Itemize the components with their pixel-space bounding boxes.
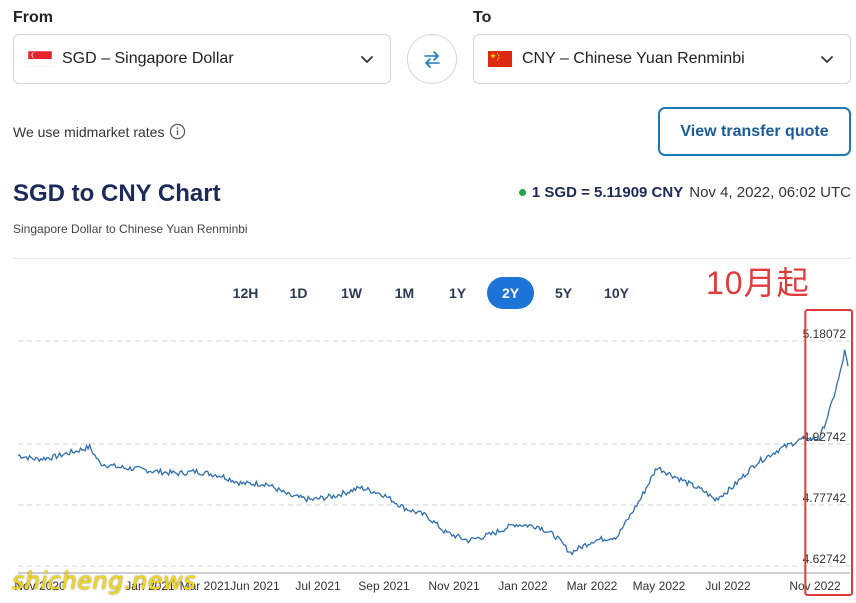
info-icon[interactable]	[169, 123, 186, 140]
from-currency-select[interactable]: SGD – Singapore Dollar	[13, 34, 391, 84]
range-button-1w[interactable]: 1W	[341, 285, 362, 301]
range-button-1d[interactable]: 1D	[289, 285, 308, 301]
range-button-1y[interactable]: 1Y	[448, 285, 467, 301]
divider	[13, 258, 851, 259]
live-dot-icon	[518, 189, 526, 196]
y-tick-labels: 5.18072 4.92742 4.77742 4.62742	[803, 327, 847, 566]
x-tick-label: Jan 2021	[125, 579, 175, 593]
annotation-label: 10月起	[706, 265, 810, 301]
y-tick-label: 4.92742	[803, 430, 847, 444]
rate-value: 1 SGD = 5.11909 CNY	[531, 184, 684, 201]
midmarket-text: We use midmarket rates	[13, 123, 165, 140]
time-range-selector: 12H 1D 1W 1M 1Y 2Y 5Y 10Y	[222, 277, 640, 309]
range-button-2y[interactable]: 2Y	[487, 277, 534, 309]
x-tick-label: Jul 2021	[295, 579, 341, 593]
chevron-down-icon	[821, 56, 833, 63]
from-label: From	[13, 9, 53, 26]
x-tick-label: Mar 2021	[180, 579, 231, 593]
swap-arrows-icon	[424, 51, 440, 68]
watermark: shicheng.news	[12, 567, 197, 595]
x-tick-label: Jul 2022	[705, 579, 751, 593]
china-flag-icon	[488, 51, 512, 67]
to-currency-value: CNY – Chinese Yuan Renminbi	[522, 50, 745, 67]
highlight-box	[804, 309, 854, 596]
series-line	[18, 349, 849, 556]
y-tick-label: 4.62742	[803, 552, 847, 566]
range-button-12h[interactable]: 12H	[232, 285, 259, 301]
chart-grid	[18, 340, 850, 567]
x-tick-label: May 2022	[633, 579, 686, 593]
chart-subtitle: Singapore Dollar to Chinese Yuan Renminb…	[13, 222, 248, 236]
to-currency-select[interactable]: CNY – Chinese Yuan Renminbi	[473, 34, 851, 84]
x-tick-labels: Nov 2020 Jan 2021 Mar 2021 Jun 2021 Jul 2021…	[14, 579, 841, 593]
x-tick-label: Jan 2022	[498, 579, 548, 593]
from-currency-value: SGD – Singapore Dollar	[62, 50, 234, 67]
rate-chart: 5.18072 4.92742 4.77742 4.62742 Nov 2020 Jan…	[14, 309, 854, 596]
range-button-10y[interactable]: 10Y	[604, 285, 629, 301]
rate-timestamp: Nov 4, 2022, 06:02 UTC	[689, 184, 851, 201]
range-button-1m[interactable]: 1M	[394, 285, 415, 301]
y-tick-label: 5.18072	[803, 327, 847, 341]
current-rate: 1 SGD = 5.11909 CNY Nov 4, 2022, 06:02 U…	[518, 184, 851, 201]
chevron-down-icon	[361, 56, 373, 63]
singapore-flag-icon	[28, 51, 52, 67]
x-tick-label: Nov 2020	[14, 579, 66, 593]
chart-title: SGD to CNY Chart	[13, 180, 221, 207]
y-tick-label: 4.77742	[803, 491, 847, 505]
range-button-5y[interactable]: 5Y	[554, 285, 573, 301]
x-tick-label: Sep 2021	[358, 579, 410, 593]
to-label: To	[473, 9, 492, 26]
x-tick-label: Mar 2022	[567, 579, 618, 593]
swap-currencies-button[interactable]	[407, 34, 457, 84]
x-tick-label: Nov 2022	[789, 579, 841, 593]
midmarket-note: We use midmarket rates	[13, 123, 186, 140]
x-tick-label: Nov 2021	[428, 579, 480, 593]
view-transfer-quote-button[interactable]: View transfer quote	[658, 107, 851, 156]
x-tick-label: Jun 2021	[230, 579, 280, 593]
